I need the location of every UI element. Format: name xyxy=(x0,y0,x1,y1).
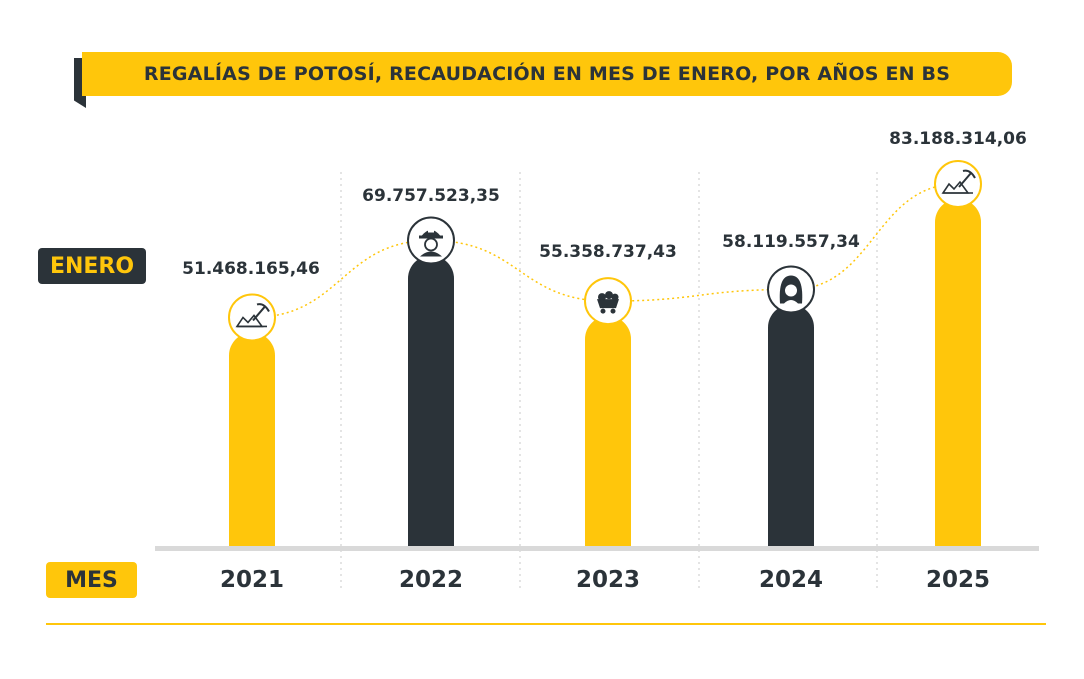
year-label: 2023 xyxy=(576,567,640,593)
year-label: 2024 xyxy=(759,567,823,593)
year-label: 2025 xyxy=(926,567,990,593)
year-label: 2022 xyxy=(399,567,463,593)
helmet-lamp xyxy=(428,228,434,233)
helmet-shape xyxy=(421,230,441,237)
bar-2025 xyxy=(935,199,981,549)
pickaxe-handle xyxy=(252,305,266,322)
helmet-brim xyxy=(419,235,443,239)
ore-lump xyxy=(598,293,606,302)
value-label: 55.358.737,43 xyxy=(539,242,677,262)
row-label-enero: ENERO xyxy=(38,248,146,284)
value-label: 58.119.557,34 xyxy=(722,232,860,252)
baseline xyxy=(155,546,1039,551)
cart-wheel xyxy=(610,308,616,314)
cart-body xyxy=(597,299,619,309)
cart-wheel xyxy=(600,308,606,314)
bar-2024 xyxy=(768,304,814,549)
year-label: 2021 xyxy=(220,567,284,593)
ore-lump xyxy=(611,293,619,301)
chart-title: REGALÍAS DE POTOSÍ, RECAUDACIÓN EN MES D… xyxy=(143,63,951,85)
miner-helmet-icon xyxy=(407,216,455,265)
neck-shape xyxy=(784,299,798,304)
pickaxe-head xyxy=(962,169,976,179)
value-label: 51.468.165,46 xyxy=(182,259,320,279)
bottom-rule xyxy=(46,623,1046,625)
title-pill: REGALÍAS DE POTOSÍ, RECAUDACIÓN EN MES D… xyxy=(82,52,1012,96)
ore-lump xyxy=(605,291,613,300)
axis-label-mes: MES xyxy=(46,562,137,598)
title-banner: REGALÍAS DE POTOSÍ, RECAUDACIÓN EN MES D… xyxy=(74,52,1012,108)
bar-2022 xyxy=(408,255,454,549)
bar-2021 xyxy=(229,332,275,549)
value-label: 83.188.314,06 xyxy=(889,129,1027,149)
pickaxe-handle xyxy=(958,172,972,188)
face-outline xyxy=(424,237,438,252)
face-shape xyxy=(785,284,797,297)
bar-2023 xyxy=(585,316,631,549)
pickaxe-head xyxy=(256,303,270,312)
value-label: 69.757.523,35 xyxy=(362,186,500,206)
shoulders xyxy=(420,251,442,257)
